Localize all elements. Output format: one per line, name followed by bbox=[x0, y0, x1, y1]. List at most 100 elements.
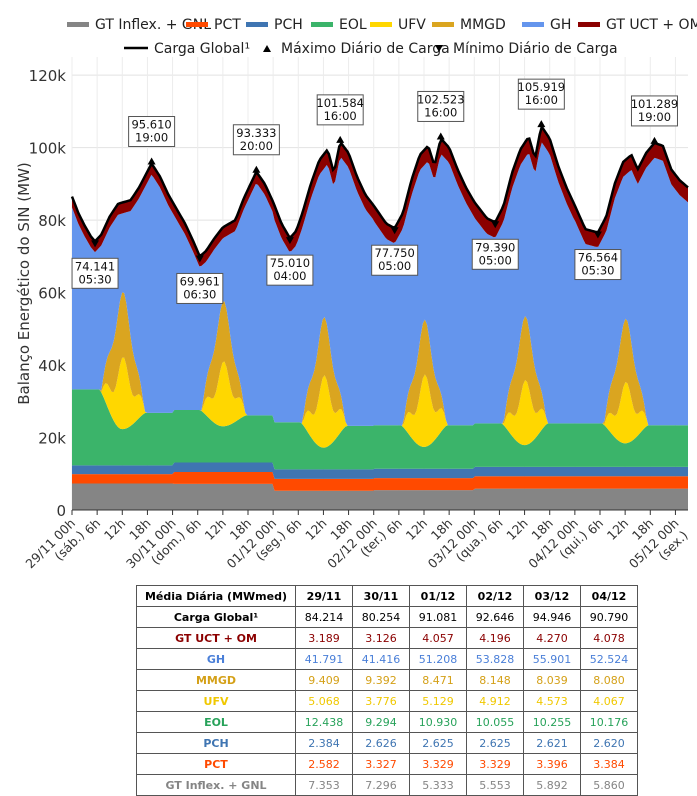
table-cell: 4.057 bbox=[409, 627, 467, 649]
table-cell: 84.214 bbox=[295, 606, 353, 628]
table-cell: 8.471 bbox=[409, 669, 467, 691]
x-tick-label: 12h bbox=[604, 516, 631, 543]
max-label-4-text: 16:00 bbox=[525, 93, 558, 107]
min-label-5-text: 05:30 bbox=[581, 264, 614, 278]
table-cell: 3.126 bbox=[352, 627, 410, 649]
x-tick-label-group: 6h bbox=[584, 516, 606, 538]
max-marker bbox=[252, 165, 261, 173]
legend-label: GH bbox=[550, 17, 571, 33]
table-cell: 92.646 bbox=[466, 606, 524, 628]
min-label-2-text: 75.010 bbox=[270, 256, 310, 270]
min-label-3-box bbox=[371, 244, 419, 276]
legend: GT Inflex. + GNL PCT PCH EOL UFV MMGD GH GT UCT… bbox=[67, 17, 697, 57]
min-label-0-text: 05:30 bbox=[78, 272, 111, 286]
max-label-2-box bbox=[316, 94, 364, 126]
area-gt-uct-om bbox=[72, 126, 688, 267]
table-cell: 5.129 bbox=[409, 690, 467, 712]
table-row-label: GH bbox=[136, 648, 296, 670]
table-cell: 5.068 bbox=[295, 690, 353, 712]
legend-load-label: Carga Global¹ bbox=[154, 41, 250, 57]
table-cell: 41.791 bbox=[295, 648, 353, 670]
table-row: Carga Global¹ 84.214 80.254 91.081 92.646 94.… bbox=[136, 606, 638, 628]
legend-label: PCH bbox=[274, 17, 303, 33]
max-marker bbox=[336, 135, 345, 143]
table-row-label: MMGD bbox=[136, 669, 296, 691]
table-cell: 53.828 bbox=[466, 648, 524, 670]
table-cell: 10.255 bbox=[523, 711, 581, 733]
daily-average-table: Média Diária (MWmed) 29/11 30/11 01/12 02/12… bbox=[136, 585, 638, 796]
table-cell: 51.208 bbox=[409, 648, 467, 670]
legend-swatch bbox=[432, 22, 454, 27]
max-label-0-box bbox=[128, 116, 176, 148]
table-row: PCH 2.384 2.626 2.625 2.625 2.621 2.620 bbox=[136, 732, 638, 754]
max-marker bbox=[650, 136, 659, 144]
x-tick-label: 12h bbox=[503, 516, 530, 543]
x-tick-label-group: 6h bbox=[383, 516, 405, 538]
x-tick-label: 6h bbox=[584, 516, 606, 538]
min-label-1-box bbox=[176, 272, 224, 304]
y-tick-label: 0 bbox=[56, 502, 66, 520]
table-cell: 10.055 bbox=[466, 711, 524, 733]
table-cell: 9.294 bbox=[352, 711, 410, 733]
table-row: UFV 5.068 3.776 5.129 4.912 4.573 4.067 bbox=[136, 690, 638, 712]
min-label-4-text: 05:00 bbox=[479, 253, 512, 267]
min-label-2-text: 04:00 bbox=[273, 269, 306, 283]
table-row: GH 41.791 41.416 51.208 53.828 55.901 52.524 bbox=[136, 648, 638, 670]
table-cell: 4.078 bbox=[580, 627, 638, 649]
max-label-5-text: 19:00 bbox=[638, 110, 671, 124]
table-row-label: PCH bbox=[136, 732, 296, 754]
table-cell: 3.329 bbox=[409, 753, 467, 775]
x-tick-label-group: 6h bbox=[81, 516, 103, 538]
min-marker bbox=[285, 237, 294, 245]
table-cell: 4.196 bbox=[466, 627, 524, 649]
min-label-5-box bbox=[574, 249, 622, 281]
x-tick-label: 12h bbox=[403, 516, 430, 543]
table-row: MMGD 9.409 9.392 8.471 8.148 8.039 8.080 bbox=[136, 669, 638, 691]
max-marker bbox=[436, 132, 445, 140]
table-cell: 4.912 bbox=[466, 690, 524, 712]
table-cell: 9.409 bbox=[295, 669, 353, 691]
table-date-header: 02/12 bbox=[466, 585, 524, 607]
stacked-areas bbox=[72, 126, 688, 510]
table-cell: 5.553 bbox=[466, 774, 524, 796]
table-cell: 90.790 bbox=[580, 606, 638, 628]
max-label-3-box bbox=[417, 90, 465, 122]
max-label-1-text: 93.333 bbox=[236, 126, 276, 140]
table-cell: 2.620 bbox=[580, 732, 638, 754]
area-eol bbox=[72, 389, 688, 470]
table-cell: 4.270 bbox=[523, 627, 581, 649]
table-row-label: Carga Global¹ bbox=[136, 606, 296, 628]
min-marker bbox=[491, 221, 500, 229]
area-ufv bbox=[72, 357, 688, 448]
legend-label: MMGD bbox=[460, 17, 506, 33]
x-tick-label: 6h bbox=[182, 516, 204, 538]
max-label-5-box bbox=[630, 95, 678, 127]
x-tick-label-group: 12h bbox=[604, 516, 631, 543]
min-label-5-text: 76.564 bbox=[578, 251, 618, 265]
max-marker bbox=[147, 157, 156, 165]
table-cell: 8.148 bbox=[466, 669, 524, 691]
table-date-header: 03/12 bbox=[523, 585, 581, 607]
min-label-3-text: 77.750 bbox=[375, 246, 415, 260]
legend-swatch bbox=[186, 22, 208, 27]
x-tick-label-group: 12h bbox=[403, 516, 430, 543]
y-axis-title: Balanço Energético do SIN (MW) bbox=[15, 162, 33, 405]
table-cell: 4.573 bbox=[523, 690, 581, 712]
table-row-label: GT UCT + OM bbox=[136, 627, 296, 649]
table-row-label: UFV bbox=[136, 690, 296, 712]
max-label-3-text: 16:00 bbox=[424, 105, 457, 119]
x-tick-label: 12h bbox=[202, 516, 229, 543]
table-date-header: 01/12 bbox=[409, 585, 467, 607]
table-cell: 2.582 bbox=[295, 753, 353, 775]
table-cell: 7.353 bbox=[295, 774, 353, 796]
x-tick-label-group: 6h bbox=[283, 516, 305, 538]
x-tick-label-group: 6h bbox=[484, 516, 506, 538]
area-mmgd bbox=[72, 292, 688, 426]
